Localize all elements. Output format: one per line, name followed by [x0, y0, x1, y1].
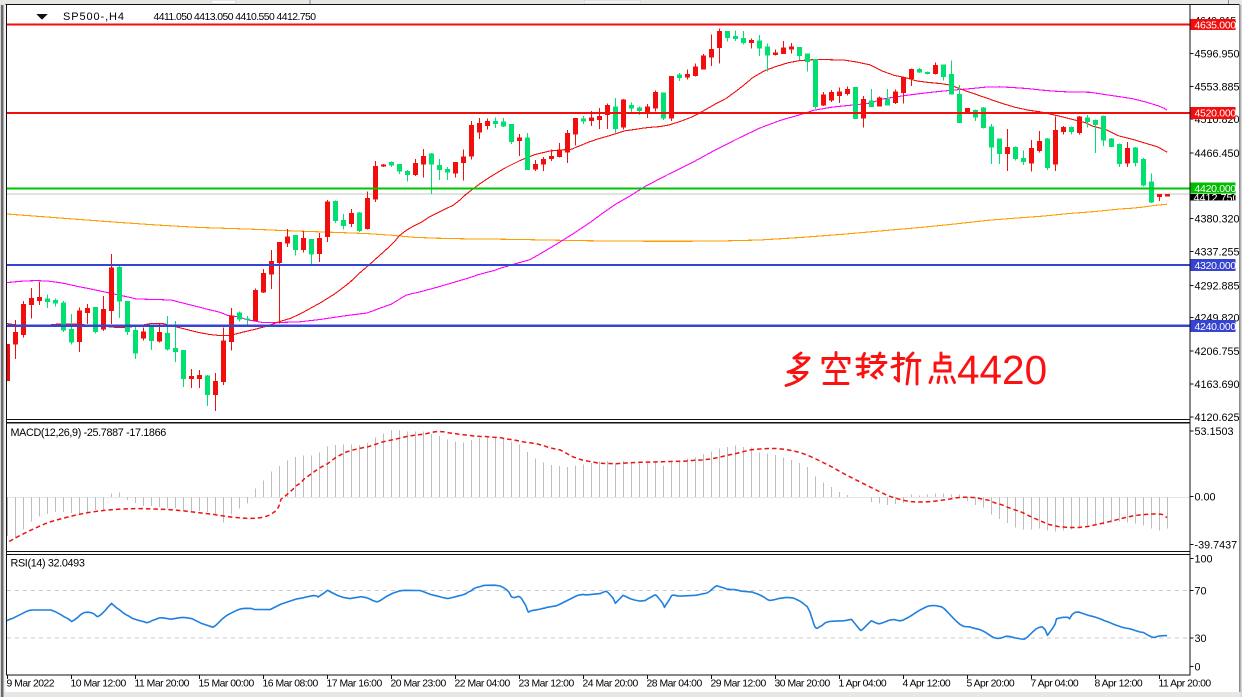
- svg-text:0: 0: [1195, 662, 1201, 674]
- svg-text:4320.000: 4320.000: [1195, 260, 1237, 272]
- svg-text:4553.885: 4553.885: [1195, 81, 1240, 93]
- svg-text:9 Mar 2022: 9 Mar 2022: [7, 679, 55, 690]
- svg-text:4420.000: 4420.000: [1195, 183, 1237, 195]
- svg-text:4466.450: 4466.450: [1195, 148, 1240, 160]
- svg-text:4163.690: 4163.690: [1195, 379, 1240, 391]
- svg-text:15 Mar 00:00: 15 Mar 00:00: [199, 679, 255, 690]
- svg-text:24 Mar 20:00: 24 Mar 20:00: [583, 679, 639, 690]
- svg-text:20 Mar 23:00: 20 Mar 23:00: [391, 679, 447, 690]
- svg-text:11 Apr 20:00: 11 Apr 20:00: [1159, 679, 1212, 690]
- svg-text:16 Mar 08:00: 16 Mar 08:00: [263, 679, 319, 690]
- svg-text:53.1503: 53.1503: [1195, 426, 1234, 438]
- svg-text:22 Mar 04:00: 22 Mar 04:00: [455, 679, 511, 690]
- svg-text:28 Mar 04:00: 28 Mar 04:00: [647, 679, 703, 690]
- svg-text:4240.000: 4240.000: [1195, 321, 1237, 333]
- svg-text:4120.625: 4120.625: [1195, 412, 1240, 424]
- svg-text:7 Apr 04:00: 7 Apr 04:00: [1031, 679, 1079, 690]
- svg-text:4337.255: 4337.255: [1195, 247, 1240, 259]
- svg-text:23 Mar 12:00: 23 Mar 12:00: [519, 679, 575, 690]
- svg-text:1 Apr 04:00: 1 Apr 04:00: [839, 679, 887, 690]
- svg-text:17 Mar 16:00: 17 Mar 16:00: [327, 679, 383, 690]
- svg-text:4206.755: 4206.755: [1195, 346, 1240, 358]
- svg-text:29 Mar 12:00: 29 Mar 12:00: [711, 679, 767, 690]
- svg-text:4292.885: 4292.885: [1195, 281, 1240, 293]
- svg-text:70: 70: [1195, 586, 1207, 598]
- svg-text:4 Apr 12:00: 4 Apr 12:00: [903, 679, 951, 690]
- svg-text:4635.000: 4635.000: [1195, 20, 1237, 32]
- svg-text:30 Mar 20:00: 30 Mar 20:00: [775, 679, 831, 690]
- svg-text:10 Mar 12:00: 10 Mar 12:00: [71, 679, 127, 690]
- svg-text:100: 100: [1195, 554, 1213, 566]
- svg-text:8 Apr 12:00: 8 Apr 12:00: [1095, 679, 1143, 690]
- svg-text:SP500-,H4: SP500-,H4: [63, 11, 125, 23]
- svg-text:4420: 4420: [957, 347, 1047, 393]
- svg-text:4412.750: 4412.750: [1194, 193, 1239, 205]
- svg-text:4411.050 4413.050 4410.550 441: 4411.050 4413.050 4410.550 4412.750: [154, 12, 317, 23]
- svg-text:-39.7437: -39.7437: [1195, 539, 1238, 551]
- svg-text:4596.950: 4596.950: [1195, 49, 1240, 61]
- svg-text:11 Mar 20:00: 11 Mar 20:00: [135, 679, 190, 690]
- svg-text:MACD(12,26,9) -25.7887 -17.186: MACD(12,26,9) -25.7887 -17.1866: [11, 427, 167, 439]
- svg-text:30: 30: [1195, 633, 1207, 645]
- svg-text:4520.000: 4520.000: [1195, 108, 1237, 120]
- svg-text:RSI(14) 32.0493: RSI(14) 32.0493: [11, 558, 85, 570]
- svg-text:4380.320: 4380.320: [1195, 214, 1240, 226]
- svg-text:0.00: 0.00: [1195, 491, 1216, 503]
- svg-text:5 Apr 20:00: 5 Apr 20:00: [967, 679, 1015, 690]
